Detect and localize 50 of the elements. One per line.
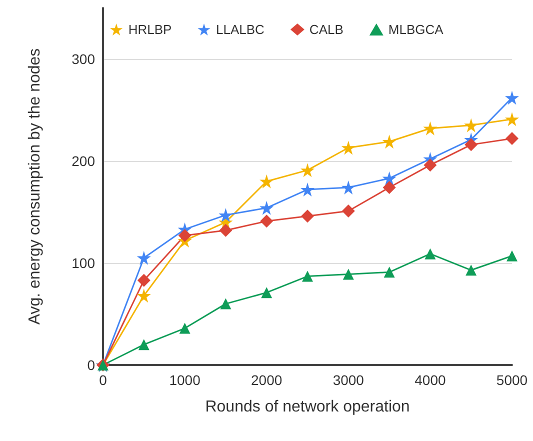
legend-label: HRLBP [128,22,172,37]
point [179,322,190,334]
point [219,224,232,237]
x-tick-label: 3000 [332,372,364,388]
legend-label: MLBGCA [388,22,444,37]
point [261,287,272,298]
x-tick-label: 1000 [169,372,201,388]
point [341,140,356,155]
point [260,200,274,215]
point [423,121,438,136]
point [260,214,274,228]
point [424,158,437,172]
point [505,112,519,126]
point [384,266,395,278]
point [300,163,314,178]
point [341,180,356,195]
point [138,339,150,350]
point [505,90,519,105]
legend-label: CALB [309,22,344,37]
point [466,264,477,276]
y-axis-title: Avg. energy consumption by the nodes [26,48,44,325]
point [302,270,313,282]
point [464,138,478,152]
x-tick-label: 4000 [414,372,446,388]
point [382,181,396,194]
y-tick-label: 100 [72,255,96,271]
point [300,182,314,197]
y-tick-label: 200 [72,153,96,169]
point [218,208,233,222]
y-tick-label: 0 [87,357,96,373]
legend-label: LLALBC [216,22,264,37]
point [342,268,354,280]
point [137,274,150,287]
point [342,204,355,218]
point [464,118,478,132]
point [382,134,396,149]
point [506,132,518,146]
x-tick-label: 5000 [496,372,528,388]
y-tick-label: 300 [72,51,96,67]
x-tick-label: 0 [99,372,108,388]
point [260,174,274,188]
point [136,288,151,303]
point [220,298,232,310]
point [178,228,192,242]
x-tick-label: 2000 [251,372,282,388]
x-axis-title: Rounds of network operation [205,398,410,416]
point [136,250,151,265]
point [424,248,436,260]
point [301,210,314,223]
point [506,250,518,262]
